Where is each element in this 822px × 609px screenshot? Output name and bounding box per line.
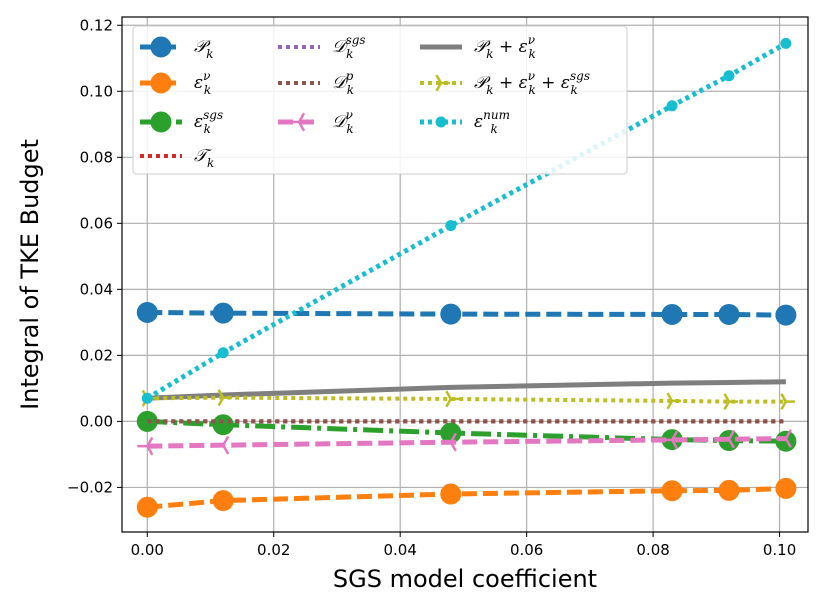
data-point-eps_num [445,220,457,232]
data-point-eps_num [723,70,735,82]
data-point-D_nu [213,435,230,455]
series-line-P_eps_sgs [147,395,786,404]
x-tick-label: 0.00 [131,541,164,559]
data-point-eps_num [666,100,678,112]
legend-marker [435,116,447,128]
x-tick-label: 0.08 [636,541,669,559]
series-line-P [147,309,786,318]
data-point-eps_nu [136,496,158,518]
y-tick-label: −0.02 [67,478,113,496]
legend-box [132,25,628,175]
data-point-eps_nu [661,480,683,502]
legend-marker [435,74,450,92]
data-point-eps_num [780,37,792,49]
legend-marker [150,111,172,133]
x-tick-label: 0.06 [510,541,543,559]
legend-entry-D_nu: 𝒟νk​ [278,108,354,136]
series-P [136,301,797,326]
data-point-eps_num [141,392,153,404]
data-point-P [136,301,158,323]
series-line-eps_nu [147,485,786,510]
data-point-P [212,302,234,324]
legend-marker [150,72,172,94]
legend-marker [289,112,306,132]
data-point-eps_num [217,347,229,359]
y-tick-label: 0.00 [80,412,113,430]
series-P_eps [147,379,786,401]
legend-label: 𝒟νk​ [332,108,354,136]
x-tick-label: 0.10 [763,541,796,559]
legend-label: 𝒫k​ + ενk​ [474,33,536,61]
data-point-eps_nu [212,490,234,512]
data-point-eps_nu [718,479,740,501]
data-point-P_eps_sgs [723,393,738,411]
y-tick-label: 0.04 [80,280,113,298]
series-P_eps_sgs [141,389,795,411]
series-D_nu [137,429,792,456]
y-axis-title: Integral of TKE Budget [16,139,44,410]
data-point-P [661,303,683,325]
data-point-D_nu [718,429,736,449]
legend-label: ενk​ [194,69,211,97]
data-point-eps_sgs [775,430,797,452]
legend-entry-eps_nu: ενk​ [140,69,211,97]
data-point-D_nu [775,429,792,448]
data-point-P_eps_sgs [666,392,682,410]
series-line-eps_sgs [147,418,786,444]
series-line-P_eps [147,379,786,401]
y-tick-label: 0.06 [80,214,113,232]
series-eps_nu [136,477,797,518]
data-point-eps_nu [775,477,797,499]
y-tick-label: 0.10 [80,82,113,100]
tick-layer: 0.00 0.02 0.04 0.06 0.08 0.10 −0.02 0.00 0.02 0.0… [67,16,796,559]
data-point-P_eps_sgs [780,393,795,411]
data-point-P [440,303,462,325]
x-tick-label: 0.02 [257,541,290,559]
legend-marker [150,36,172,58]
series-line-D_nu [147,436,786,449]
legend-entry-D_p: 𝒟pk​ [278,69,354,97]
y-tick-label: 0.08 [80,148,113,166]
data-point-eps_nu [440,483,462,505]
data-point-D_nu [662,430,679,450]
data-point-P_eps_sgs [445,390,460,408]
legend-label: 𝒟pk​ [332,69,354,97]
y-tick-label: 0.12 [80,16,113,34]
data-point-P_eps_sgs [217,389,233,407]
data-point-eps_sgs [212,414,234,436]
data-point-P [718,303,740,325]
x-axis-title: SGS model coefficient [333,565,597,593]
data-point-D_nu [440,432,457,452]
data-point-D_nu [137,436,154,456]
plot-frame [121,16,809,533]
x-tick-label: 0.04 [383,541,416,559]
y-tick-label: 0.02 [80,346,113,364]
data-point-P [775,304,797,326]
